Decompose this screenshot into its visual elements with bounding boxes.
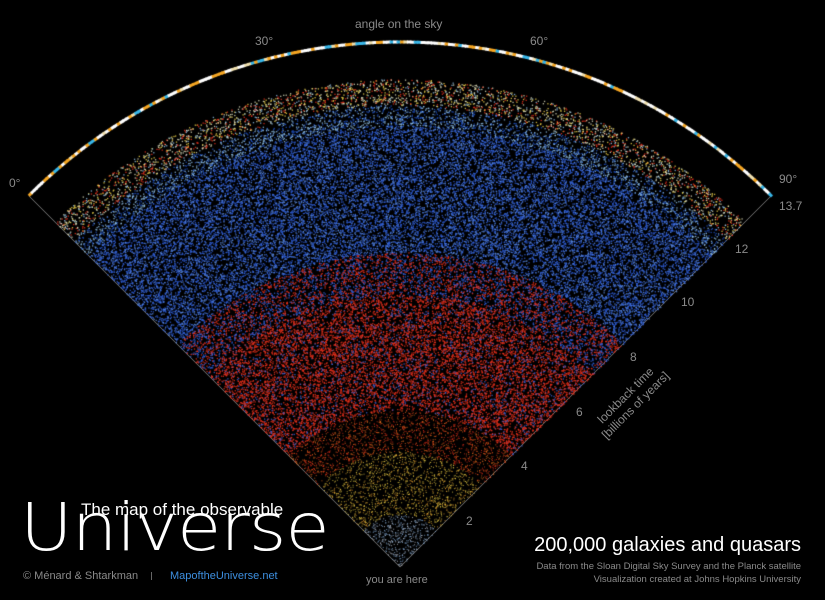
angle-tick-0: 0° [9, 176, 21, 190]
observer-label: you are here [366, 574, 428, 586]
angle-tick-30: 30° [255, 34, 274, 48]
time-tick-10: 10 [681, 295, 695, 309]
credit-divider [151, 572, 152, 580]
angle-tick-60: 60° [530, 34, 549, 48]
angle-axis-title: angle on the sky [355, 17, 443, 31]
time-tick-13-7: 13.7 [779, 199, 803, 213]
author-credit: © Ménard & Shtarkman [23, 570, 139, 582]
time-tick-2: 2 [466, 514, 473, 528]
visualization-credit: Visualization created at Johns Hopkins U… [593, 574, 801, 585]
title-prefix: The map of the observable [81, 500, 284, 519]
angle-tick-90: 90° [779, 172, 798, 186]
time-tick-12: 12 [735, 242, 749, 256]
title-main: Universe [20, 488, 330, 566]
data-source-note: Data from the Sloan Digital Sky Survey a… [536, 561, 801, 572]
headline: 200,000 galaxies and quasars [534, 534, 801, 556]
website-link[interactable]: MapoftheUniverse.net [170, 570, 278, 582]
time-tick-8: 8 [630, 350, 637, 364]
time-tick-6: 6 [576, 405, 583, 419]
time-tick-4: 4 [521, 459, 528, 473]
